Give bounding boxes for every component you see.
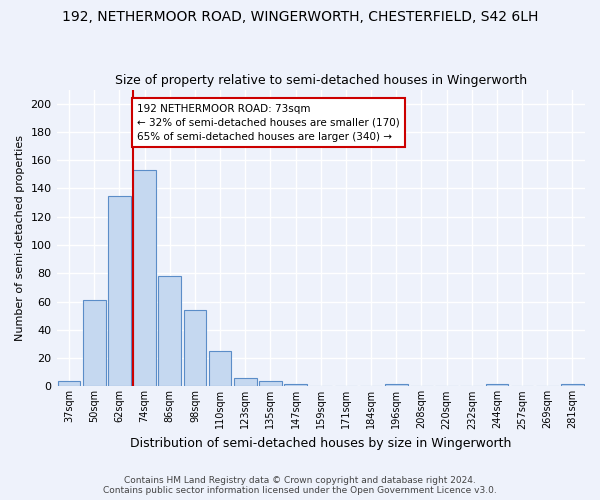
Bar bbox=[485, 384, 508, 386]
Bar bbox=[284, 384, 307, 386]
Bar bbox=[234, 378, 257, 386]
Bar bbox=[385, 384, 407, 386]
Bar bbox=[108, 196, 131, 386]
Bar bbox=[561, 384, 584, 386]
Bar bbox=[259, 380, 282, 386]
Title: Size of property relative to semi-detached houses in Wingerworth: Size of property relative to semi-detach… bbox=[115, 74, 527, 87]
Bar bbox=[83, 300, 106, 386]
Text: Contains HM Land Registry data © Crown copyright and database right 2024.
Contai: Contains HM Land Registry data © Crown c… bbox=[103, 476, 497, 495]
Bar bbox=[184, 310, 206, 386]
Bar bbox=[209, 351, 232, 386]
Text: 192, NETHERMOOR ROAD, WINGERWORTH, CHESTERFIELD, S42 6LH: 192, NETHERMOOR ROAD, WINGERWORTH, CHEST… bbox=[62, 10, 538, 24]
Bar bbox=[58, 380, 80, 386]
Y-axis label: Number of semi-detached properties: Number of semi-detached properties bbox=[15, 135, 25, 341]
Bar bbox=[133, 170, 156, 386]
X-axis label: Distribution of semi-detached houses by size in Wingerworth: Distribution of semi-detached houses by … bbox=[130, 437, 511, 450]
Bar bbox=[158, 276, 181, 386]
Text: 192 NETHERMOOR ROAD: 73sqm
← 32% of semi-detached houses are smaller (170)
65% o: 192 NETHERMOOR ROAD: 73sqm ← 32% of semi… bbox=[137, 104, 400, 142]
